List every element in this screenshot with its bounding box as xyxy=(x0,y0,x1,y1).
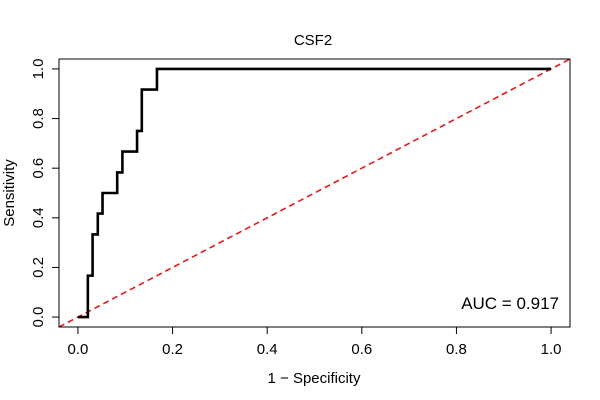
y-tick-label: 0.0 xyxy=(30,307,47,328)
auc-annotation: AUC = 0.917 xyxy=(461,294,559,313)
y-tick-label: 0.6 xyxy=(30,158,47,179)
x-tick-label: 0.2 xyxy=(162,341,183,358)
x-tick-label: 1.0 xyxy=(541,341,562,358)
y-tick-label: 0.4 xyxy=(30,207,47,228)
y-tick-label: 1.0 xyxy=(30,58,47,79)
roc-curve-line xyxy=(77,67,552,319)
y-tick-label: 0.8 xyxy=(30,108,47,129)
x-tick-label: 0.0 xyxy=(67,341,88,358)
x-tick-label: 0.6 xyxy=(351,341,372,358)
reference-diagonal-line xyxy=(59,59,570,327)
x-tick-label: 0.4 xyxy=(257,341,278,358)
y-axis-label: Sensitivity xyxy=(1,159,18,227)
x-tick-label: 0.8 xyxy=(446,341,467,358)
chart-title: CSF2 xyxy=(294,32,332,49)
y-tick-label: 0.2 xyxy=(30,257,47,278)
x-axis-label: 1 − Specificity xyxy=(268,370,361,387)
